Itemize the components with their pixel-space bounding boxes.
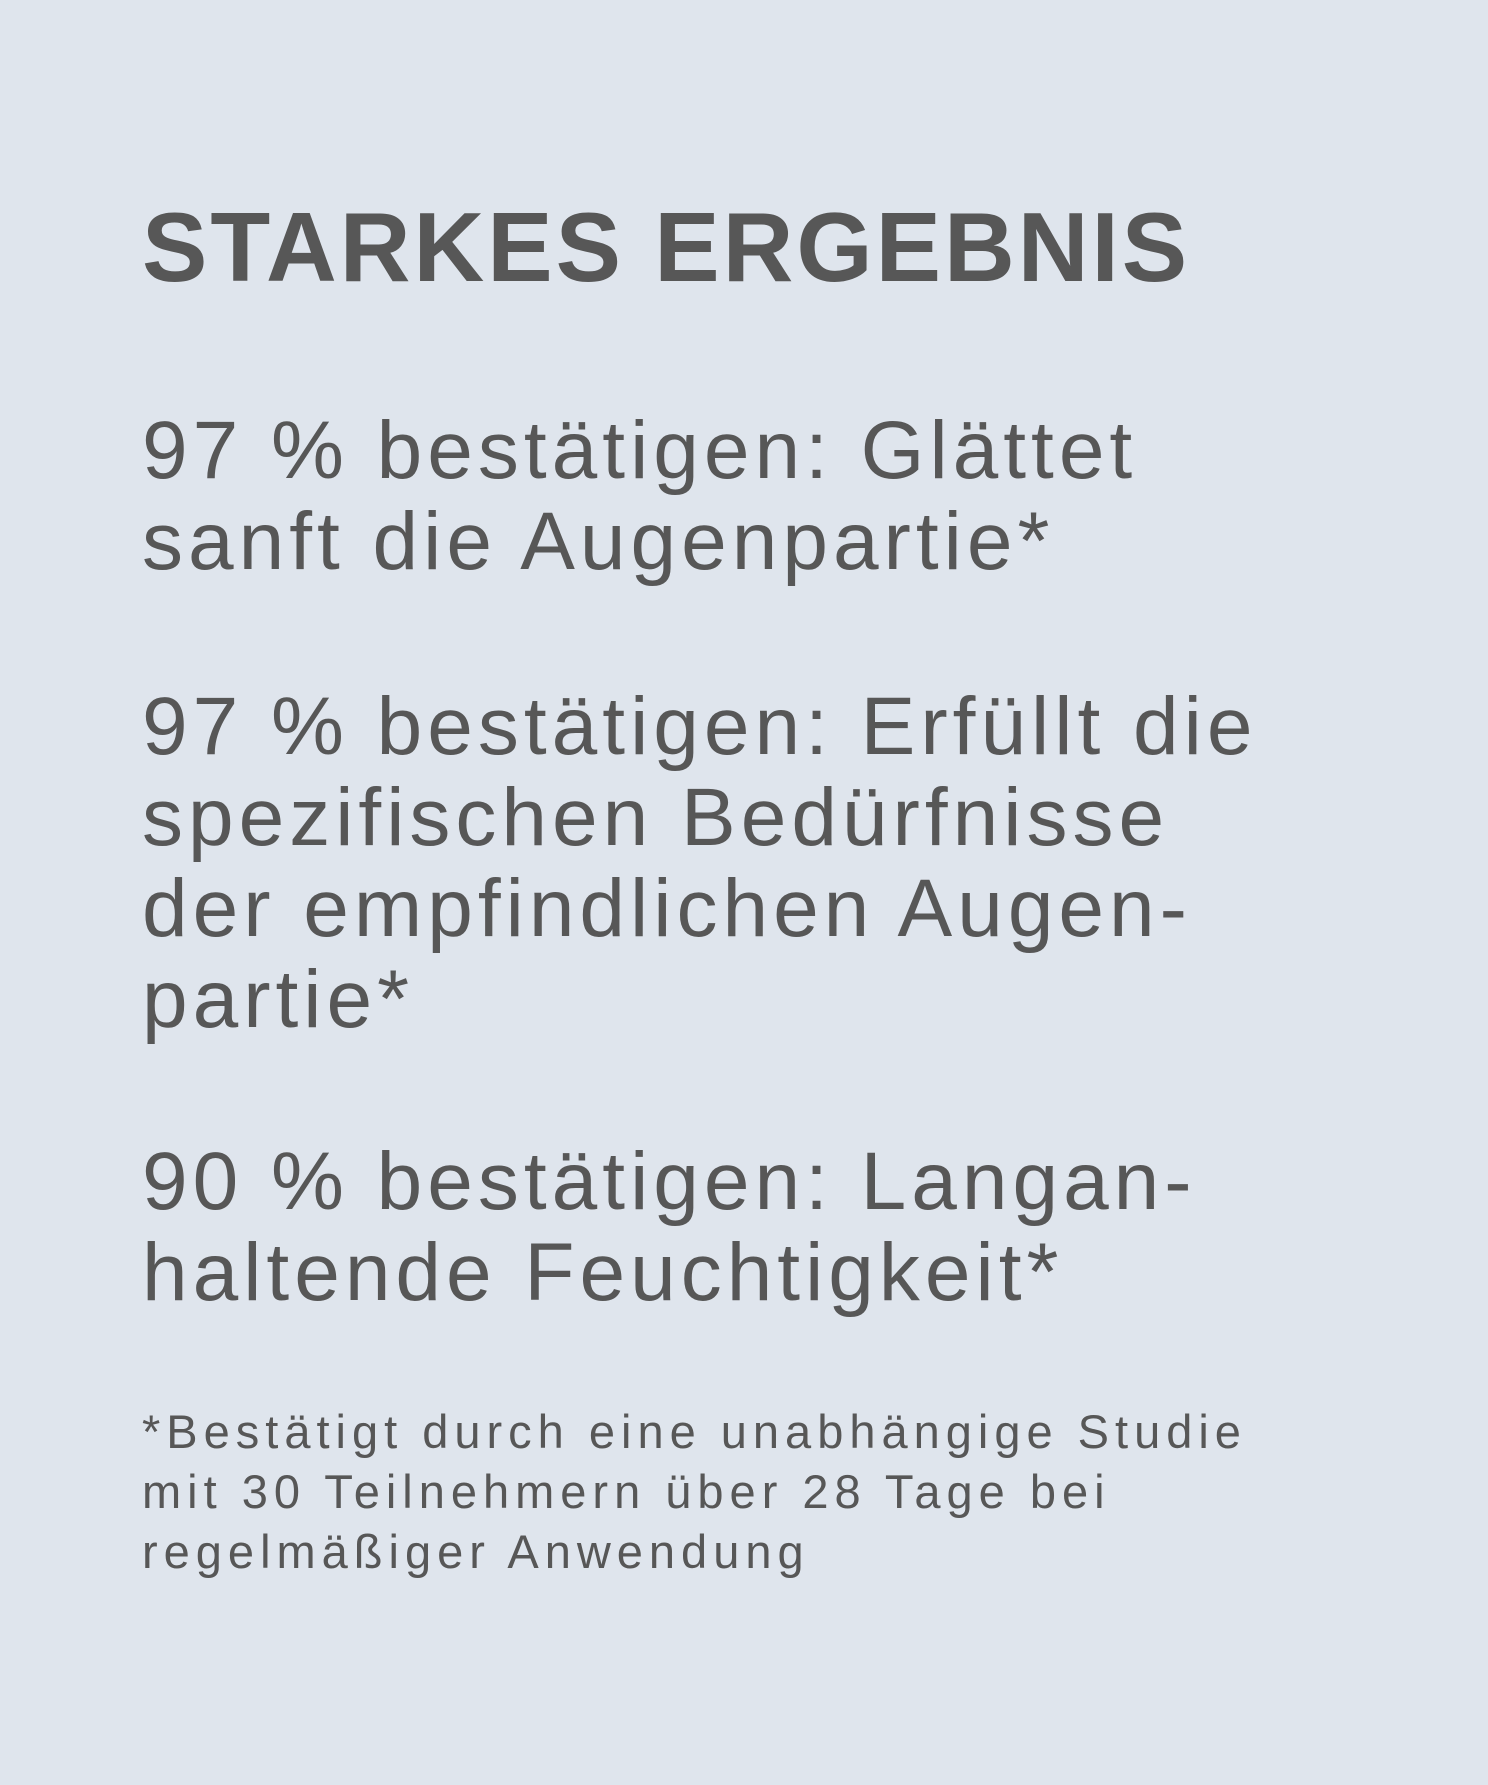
claim-line: 97 % bestätigen: Erfüllt die [142, 681, 1258, 772]
claim-line: spezifischen Bedürfnisse [142, 772, 1170, 863]
claim-moisture: 90 % bestätigen: Langan- haltende Feucht… [142, 1136, 1197, 1318]
claim-line: partie* [142, 954, 415, 1045]
claim-line: sanft die Augenpartie* [142, 496, 1055, 587]
footnote-line: *Bestätigt durch eine unabhängige Studie [142, 1405, 1247, 1458]
footnote-line: mit 30 Teilnehmern über 28 Tage bei [142, 1465, 1111, 1518]
claim-needs: 97 % bestätigen: Erfüllt die spezifische… [142, 681, 1257, 1045]
footnote: *Bestätigt durch eine unabhängige Studie… [142, 1402, 1247, 1582]
claim-smoothing: 97 % bestätigen: Glättet sanft die Augen… [142, 405, 1137, 587]
page-title: STARKES ERGEBNIS [142, 192, 1191, 302]
claim-line: 90 % bestätigen: Langan- [142, 1136, 1197, 1227]
footnote-line: regelmäßiger Anwendung [142, 1525, 810, 1578]
claim-line: haltende Feuchtigkeit* [142, 1227, 1064, 1318]
claim-line: 97 % bestätigen: Glättet [142, 405, 1138, 496]
claim-line: der empfindlichen Augen- [142, 863, 1192, 954]
